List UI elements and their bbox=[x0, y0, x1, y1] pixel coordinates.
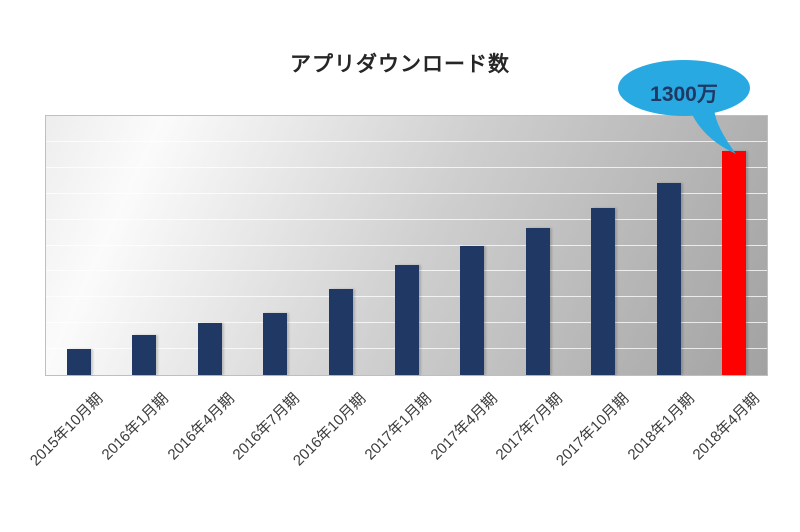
bar-slot bbox=[308, 116, 374, 375]
bar-highlight bbox=[722, 150, 747, 375]
x-axis-label: 2017年10月期 bbox=[552, 390, 632, 470]
bar bbox=[394, 264, 419, 375]
x-axis-label: 2018年4月期 bbox=[689, 390, 764, 464]
bar bbox=[656, 183, 681, 375]
bar-slot bbox=[570, 116, 636, 375]
bar-slot bbox=[112, 116, 178, 375]
x-axis-label: 2016年4月期 bbox=[164, 390, 238, 464]
bar-slot bbox=[701, 116, 767, 375]
bar bbox=[525, 228, 550, 375]
x-axis-label: 2015年10月期 bbox=[26, 390, 107, 470]
bar-slot bbox=[243, 116, 309, 375]
callout-value: 1300万 bbox=[650, 83, 718, 106]
bar bbox=[328, 288, 353, 375]
bar bbox=[66, 349, 91, 375]
x-axis-label: 2017年4月期 bbox=[427, 390, 501, 464]
bar-slot bbox=[177, 116, 243, 375]
bar-slot bbox=[46, 116, 112, 375]
bar bbox=[263, 312, 288, 375]
x-axis-label: 2017年1月期 bbox=[361, 390, 435, 464]
gridline bbox=[46, 218, 767, 220]
bubble-ellipse-icon bbox=[618, 60, 750, 116]
gridline bbox=[46, 166, 767, 168]
x-axis-label: 2016年7月期 bbox=[229, 390, 304, 464]
bar-slot bbox=[636, 116, 702, 375]
x-axis-label: 2016年1月期 bbox=[98, 390, 172, 464]
bar-slot bbox=[505, 116, 571, 375]
gridline bbox=[46, 244, 767, 246]
chart-title: アプリダウンロード数 bbox=[290, 53, 510, 76]
bar bbox=[460, 245, 485, 375]
bar-slot bbox=[374, 116, 440, 375]
speech-bubble-shape bbox=[618, 60, 750, 154]
callout-bubble: 1300万 bbox=[600, 55, 780, 160]
bar-slot bbox=[439, 116, 505, 375]
gridline bbox=[46, 192, 767, 194]
plot-area bbox=[45, 115, 768, 376]
bar bbox=[132, 335, 157, 375]
x-axis-label: 2016年10月期 bbox=[289, 390, 369, 470]
bar bbox=[197, 323, 222, 375]
bars bbox=[46, 116, 767, 375]
bar bbox=[591, 207, 616, 375]
x-axis-label: 2017年7月期 bbox=[492, 390, 567, 464]
x-axis-label: 2018年1月期 bbox=[624, 390, 698, 464]
gridline bbox=[46, 140, 767, 142]
